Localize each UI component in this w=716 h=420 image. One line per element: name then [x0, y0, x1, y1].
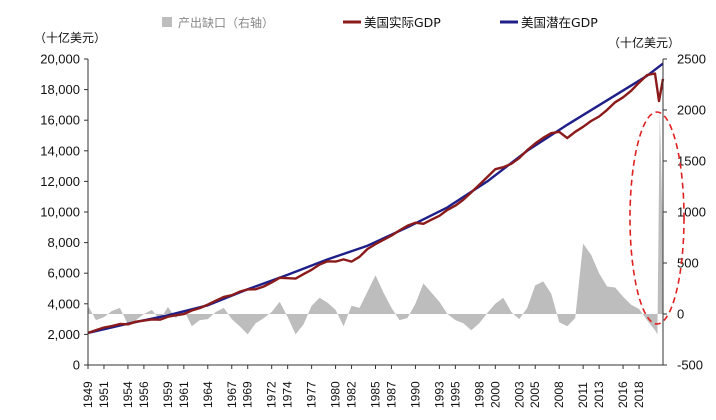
left-tick-label: 12,000	[40, 174, 80, 189]
legend-label-output-gap: 产出缺口（右轴）	[178, 15, 274, 30]
x-tick-label: 1969	[241, 381, 255, 408]
legend-label-potential-gdp: 美国潜在GDP	[521, 15, 598, 30]
actual-gdp-line	[87, 72, 665, 335]
left-tick-label: 20,000	[40, 52, 80, 67]
left-tick-label: 8,000	[47, 235, 80, 250]
x-tick-label: 1995	[448, 381, 462, 408]
left-tick-label: 16,000	[40, 113, 80, 128]
right-tick-label: 2000	[677, 103, 706, 118]
right-tick-label: 1500	[677, 154, 706, 169]
left-tick-label: 4,000	[47, 296, 80, 311]
x-tick-label: 2018	[632, 381, 646, 408]
legend-label-actual-gdp: 美国实际GDP	[364, 15, 441, 30]
x-tick-label: 2000	[488, 381, 502, 408]
x-tick-label: 1990	[408, 381, 422, 408]
x-tick-label: 1987	[384, 381, 398, 408]
x-tick-label: 1956	[137, 381, 151, 408]
x-tick-label: 2016	[616, 381, 630, 408]
x-tick-label: 1977	[305, 381, 319, 408]
x-tick-label: 1967	[225, 381, 239, 408]
x-tick-label: 1954	[121, 381, 135, 408]
x-axis-ticks: 1949 1951 1954 1956 1959 1961 1964 1967 1969 1972…	[81, 365, 646, 408]
x-tick-label: 2013	[592, 381, 606, 408]
x-tick-label: 1982	[345, 381, 359, 408]
output-gap-series	[88, 110, 663, 335]
x-tick-label: 1949	[81, 381, 95, 408]
x-tick-label: 2011	[576, 382, 590, 408]
left-tick-label: 6,000	[47, 266, 80, 281]
x-tick-label: 2005	[528, 381, 542, 408]
right-tick-label: 1000	[677, 205, 706, 220]
x-tick-label: 2003	[512, 381, 526, 408]
x-tick-label: 1998	[472, 381, 486, 408]
legend-swatch-output-gap	[162, 17, 172, 27]
x-tick-label: 1974	[281, 381, 295, 408]
x-tick-label: 1961	[177, 381, 191, 408]
actual-gdp-series	[87, 72, 665, 335]
x-tick-label: 2008	[552, 381, 566, 408]
x-tick-label: 1993	[432, 381, 446, 408]
legend: 产出缺口（右轴） 美国实际GDP 美国潜在GDP	[162, 15, 598, 30]
left-axis-unit: （十亿美元）	[34, 30, 106, 45]
right-tick-label: 2500	[677, 52, 706, 67]
x-tick-label: 1964	[201, 381, 215, 408]
left-tick-label: 0	[73, 358, 80, 373]
output-gap-area	[88, 110, 663, 335]
right-axis-unit: （十亿美元）	[608, 35, 680, 50]
left-tick-label: 14,000	[40, 143, 80, 158]
x-tick-label: 1951	[97, 381, 111, 408]
left-axis-ticks: 0 2,000 4,000 6,000 8,000 10,000 12,000 14,000 1…	[40, 52, 88, 373]
right-tick-label: -500	[677, 358, 703, 373]
left-tick-label: 10,000	[40, 205, 80, 220]
x-tick-label: 1985	[369, 381, 383, 408]
x-tick-label: 1959	[161, 381, 175, 408]
axes	[87, 59, 664, 366]
x-tick-label: 1980	[329, 381, 343, 408]
left-tick-label: 18,000	[40, 82, 80, 97]
right-tick-label: 0	[677, 307, 684, 322]
x-tick-label: 1972	[265, 381, 279, 408]
highlight-ellipse	[629, 111, 685, 325]
left-tick-label: 2,000	[47, 327, 80, 342]
